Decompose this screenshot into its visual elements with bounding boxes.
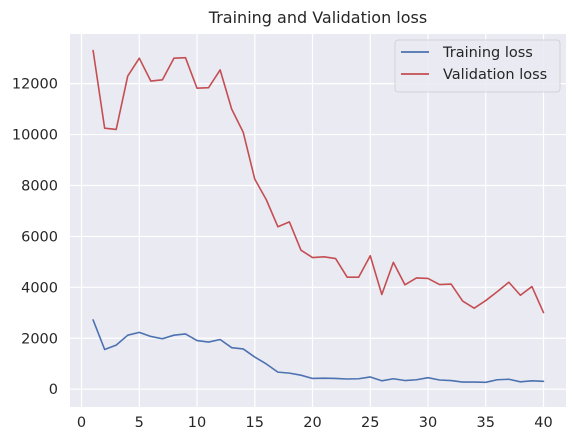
x-tick-label: 35 bbox=[477, 415, 495, 431]
y-tick-label: 6000 bbox=[21, 229, 58, 245]
series-line-training-loss bbox=[92, 319, 545, 384]
legend-label: Training loss bbox=[442, 45, 533, 61]
y-tick-label: 8000 bbox=[21, 178, 58, 194]
y-tick-label: 0 bbox=[49, 382, 58, 398]
y-tick-label: 4000 bbox=[21, 280, 58, 296]
x-tick-label: 0 bbox=[77, 415, 86, 431]
y-tick-label: 2000 bbox=[21, 331, 58, 347]
x-tick-label: 20 bbox=[303, 415, 321, 431]
legend-box bbox=[394, 39, 561, 93]
chart-title: Training and Validation loss bbox=[208, 8, 427, 27]
x-tick-label: 5 bbox=[135, 415, 144, 431]
x-tick-label: 10 bbox=[188, 415, 206, 431]
y-axis-ticks: 0 2000 4000 6000 8000 10000 12000 bbox=[12, 77, 58, 399]
x-tick-label: 15 bbox=[246, 415, 264, 431]
grid-lines bbox=[70, 34, 566, 407]
x-axis-ticks: 0 5 10 15 20 25 30 35 40 bbox=[77, 415, 553, 431]
x-tick-label: 30 bbox=[419, 415, 437, 431]
y-tick-label: 10000 bbox=[12, 128, 58, 144]
y-tick-label: 12000 bbox=[12, 77, 58, 93]
series-line-validation-loss bbox=[92, 49, 545, 314]
x-tick-label: 25 bbox=[361, 415, 379, 431]
legend: Training loss Validation loss bbox=[394, 39, 561, 93]
series-lines bbox=[92, 49, 545, 384]
legend-label: Validation loss bbox=[443, 67, 547, 83]
x-tick-label: 40 bbox=[534, 415, 552, 431]
plot-area bbox=[70, 34, 566, 407]
